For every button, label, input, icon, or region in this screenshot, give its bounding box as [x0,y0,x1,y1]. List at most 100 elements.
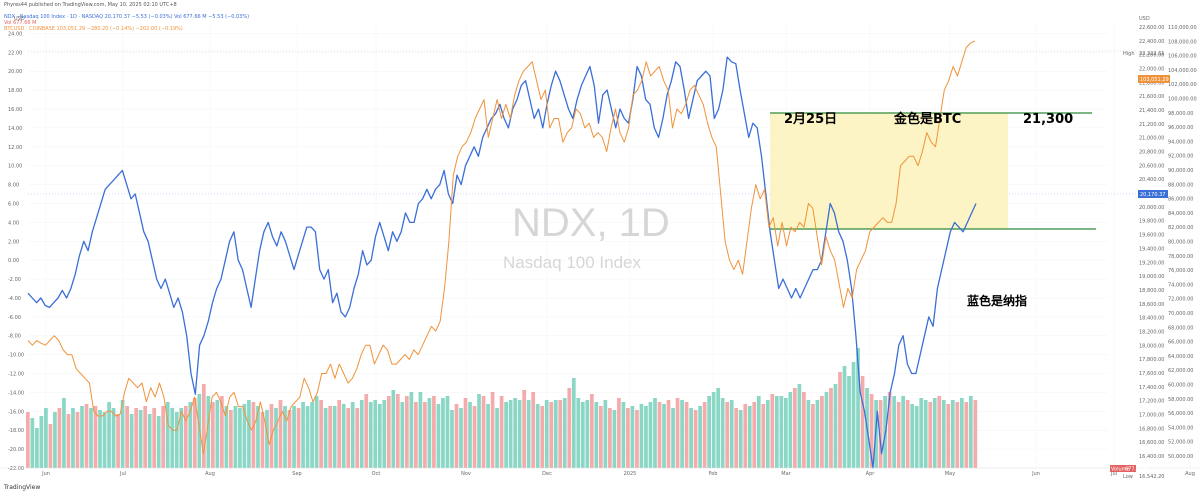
ndx-tick-label: 18,200.00 [1139,329,1164,335]
volume-bar [188,402,193,468]
btc-last-tag [1138,75,1170,83]
series-line-btc [27,40,976,455]
volume-bar [842,366,847,468]
volume-bar [743,404,748,468]
left-tick-label: 22.00 [8,50,22,56]
volume-bar [337,400,342,468]
volume-bar [639,404,644,468]
volume-bar [752,402,757,468]
legend-ndx[interactable]: NDX · Nasdaq 100 Index · 1D · NASDAQ 20,… [4,14,250,20]
volume-bar [910,404,915,468]
volume-bar [589,394,594,468]
btc-tick-label: 88,000.00 [1168,182,1193,188]
ndx-tick-label: 21,600.00 [1139,94,1164,100]
volume-bar [504,402,508,468]
volume-bar [770,394,775,468]
ndx-tick-label: 18,600.00 [1139,302,1164,308]
ndx-tick-label: 19,800.00 [1139,219,1164,225]
x-tick-label: Jul [1110,471,1117,477]
ndx-tick-label: 22,200.00 [1139,53,1164,59]
left-tick-label: 8.00 [8,183,19,189]
btc-tick-label: 90,000.00 [1168,168,1193,174]
volume-bar [138,410,143,468]
ndx-tick-label: 17,400.00 [1139,385,1164,391]
ndx-tick-label: 17,200.00 [1139,399,1164,405]
volume-bar [783,398,788,468]
volume-bar [594,402,599,468]
tradingview-logo[interactable]: TradingView [4,484,41,491]
volume-bar [432,396,436,468]
volume-bar [39,416,44,468]
volume-bar [765,400,770,468]
volume-bar [192,398,197,468]
volume-bar [522,390,527,468]
volume-bar [391,390,396,468]
usd-right-label: USD [1139,16,1150,22]
annotation-ndx: 蓝色是纳指 [967,293,1027,308]
volume-bar [928,402,933,468]
volume-bar [368,402,373,468]
low-label: Low [1123,474,1133,480]
volume-bar [102,412,107,468]
ndx-tick-label: 20,600.00 [1139,163,1164,169]
x-tick-label: Mar [781,471,791,477]
volume-bar [382,400,387,468]
legend-volume[interactable]: Vol 677.66 M [4,20,37,26]
btc-tick-label: 66,000.00 [1168,340,1193,346]
volume-bar [152,408,157,468]
volume-bar [815,400,820,468]
btc-tick-label: 50,000.00 [1168,454,1193,460]
legend-btc[interactable]: BTCUSD · COINBASE 103,051.29 −280.20 (−0… [4,26,183,32]
volume-bar [386,396,391,468]
volume-bar [377,404,382,468]
volume-bar [540,406,545,468]
ndx-tick-label: 16,400.00 [1139,454,1164,460]
range-box-fill [770,113,1008,229]
volume-bar [251,402,256,468]
btc-tick-label: 106,000.00 [1168,54,1197,60]
volume-bar [959,398,964,468]
volume-bar [734,408,739,468]
btc-tick-label: 72,000.00 [1168,297,1193,303]
volume-bar [535,404,540,468]
volume-bar [355,408,360,468]
volume-bar [833,384,838,468]
x-axis: Jun Jul Aug Sep Oct Nov Dec 2025 Feb Mar Apr May Jun… [0,467,1200,477]
ndx-tick-label: 22,600.00 [1139,25,1164,31]
x-tick-label: May [945,471,955,477]
x-tick-label: Apr [866,471,876,477]
volume-bar [941,400,946,468]
btc-tick-label: 68,000.00 [1168,325,1193,331]
btc-tick-label: 74,000.00 [1168,282,1193,288]
volume-bar [143,406,148,468]
ndx-tick-label: 18,800.00 [1139,288,1164,294]
usd-left-label: USD [14,16,25,22]
btc-tick-label: 78,000.00 [1168,254,1193,260]
volume-bar [774,396,779,468]
volume-bar [414,402,418,468]
volume-bar [71,408,75,468]
published-caption: Phyres44 published on TradingView.com, M… [4,2,177,8]
volume-bar [292,406,296,468]
volume-bar [323,408,328,468]
volume-bar [224,406,229,468]
volume-bar [544,400,549,468]
left-tick-label: 2.00 [8,239,19,245]
x-tick-label: Aug [1185,471,1195,477]
volume-bar [847,376,851,468]
btc-tick-label: 94,000.00 [1168,139,1193,145]
volume-bar [418,392,423,468]
ndx-tick-label: 20,000.00 [1139,205,1164,211]
left-tick-label: 0.00 [8,258,19,264]
volume-bar [905,400,910,468]
volume-bar [477,394,481,468]
btc-tick-label: 64,000.00 [1168,354,1193,360]
volume-bar [197,394,202,468]
volume-bar [220,396,224,468]
volume-bar [495,408,499,468]
watermark: NDX, 1D Nasdaq 100 Index [503,201,670,272]
volume-tag [1110,465,1136,472]
ndx-tick-label: 19,000.00 [1139,274,1164,280]
watermark-title: NDX, 1D [512,201,670,245]
